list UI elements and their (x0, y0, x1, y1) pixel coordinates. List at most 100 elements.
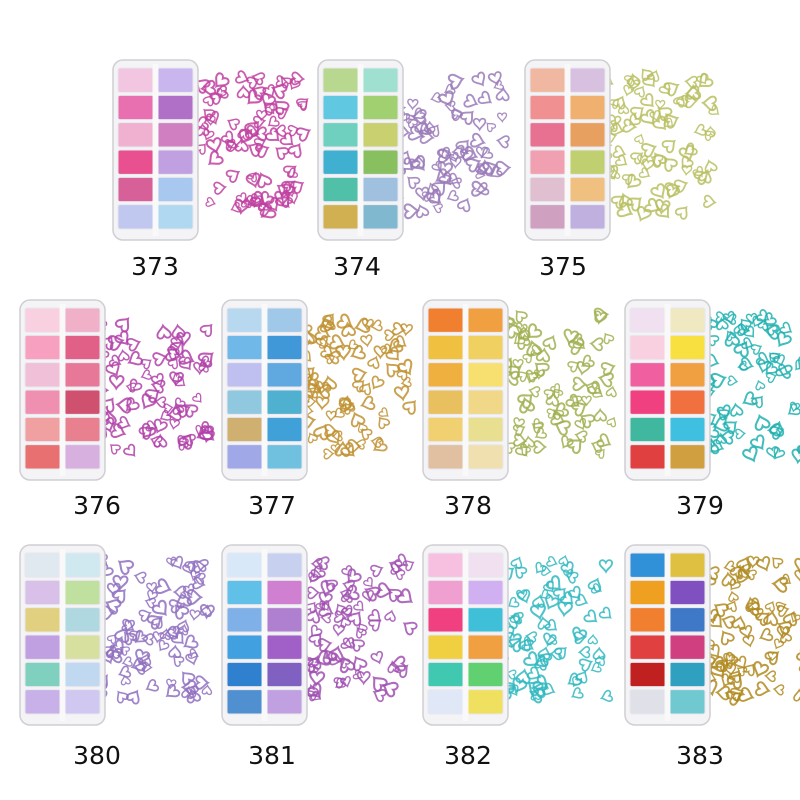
sequin (340, 637, 353, 649)
sequin (307, 654, 322, 670)
compartment (266, 607, 303, 633)
sequin (106, 582, 121, 597)
sequin (590, 583, 603, 594)
sequin (359, 382, 372, 396)
sequin (166, 678, 177, 690)
sequin (309, 569, 324, 582)
sequin (693, 123, 707, 136)
sequin (324, 353, 336, 365)
sequin (327, 645, 344, 663)
sequin (237, 127, 250, 141)
sequin (773, 446, 786, 460)
sequin (542, 334, 557, 351)
sequin (275, 106, 289, 120)
sequin (105, 361, 120, 377)
sequin (512, 424, 526, 437)
sequin (447, 73, 465, 90)
sequin (189, 609, 201, 622)
sequin (663, 157, 678, 172)
sequin (529, 603, 546, 621)
sequin (201, 684, 213, 696)
sequin (523, 636, 534, 647)
compartment (226, 362, 263, 388)
compartment (629, 634, 666, 660)
sequin (549, 647, 563, 661)
sequin (261, 93, 276, 109)
sequin (141, 633, 154, 646)
sequin (281, 180, 296, 194)
compartment (117, 122, 154, 148)
compartment (669, 444, 706, 470)
sequin (546, 555, 558, 567)
sequin (623, 84, 635, 97)
compartment (157, 122, 194, 148)
compartment (64, 362, 101, 388)
sequin (182, 561, 195, 575)
sequin (381, 343, 393, 354)
sequin (214, 85, 229, 99)
sequin (322, 375, 338, 391)
sequin (361, 589, 374, 603)
compartment (467, 444, 504, 470)
product: 379 (624, 299, 800, 520)
sequin (752, 315, 763, 328)
sequin (203, 108, 216, 121)
sequin (537, 653, 553, 667)
compartment (467, 307, 504, 333)
sequin (314, 325, 331, 341)
product-label: 374 (333, 252, 381, 281)
sequin (757, 318, 769, 331)
sequin (737, 360, 748, 371)
sequin (626, 197, 642, 212)
sequin (446, 189, 459, 202)
compartment (669, 661, 706, 688)
sequin (378, 416, 391, 430)
sequin (567, 361, 580, 373)
sequin (310, 690, 322, 701)
sequin (754, 413, 771, 431)
compartment (467, 661, 504, 688)
sequin (753, 661, 770, 678)
sequin (471, 71, 486, 87)
sequin (117, 560, 135, 576)
sequin (438, 90, 454, 108)
sequin (251, 72, 266, 86)
sequin (192, 392, 202, 403)
sequin (335, 603, 348, 616)
sequin (313, 423, 329, 441)
compartment (629, 389, 666, 415)
compartment (427, 334, 464, 361)
sequin (340, 616, 352, 628)
sequin (174, 604, 190, 620)
compartment (569, 67, 606, 93)
sequin (147, 589, 158, 602)
compartment (362, 176, 399, 203)
sequin (435, 168, 452, 183)
sequin (342, 607, 353, 618)
sequin (664, 82, 680, 97)
sequin (426, 188, 442, 206)
sequin (244, 120, 260, 137)
sequin (140, 369, 152, 380)
sequin (106, 647, 123, 664)
product-label: 376 (73, 491, 121, 520)
sequin (130, 657, 146, 672)
sequin (178, 349, 195, 365)
sequin (336, 313, 354, 329)
sequin (172, 402, 185, 415)
sequin (751, 608, 764, 620)
sequin (251, 196, 263, 208)
sequin (543, 580, 554, 593)
sequin (592, 646, 606, 660)
sequin (633, 85, 645, 98)
sequin (186, 688, 202, 704)
sequin (592, 387, 604, 398)
sequin (121, 619, 135, 632)
sequin (477, 90, 493, 105)
sequin (114, 626, 130, 644)
compartment (629, 362, 666, 388)
sequin (159, 628, 171, 641)
sequin (112, 574, 129, 592)
product: 383 (624, 544, 800, 770)
sequin (308, 386, 322, 399)
